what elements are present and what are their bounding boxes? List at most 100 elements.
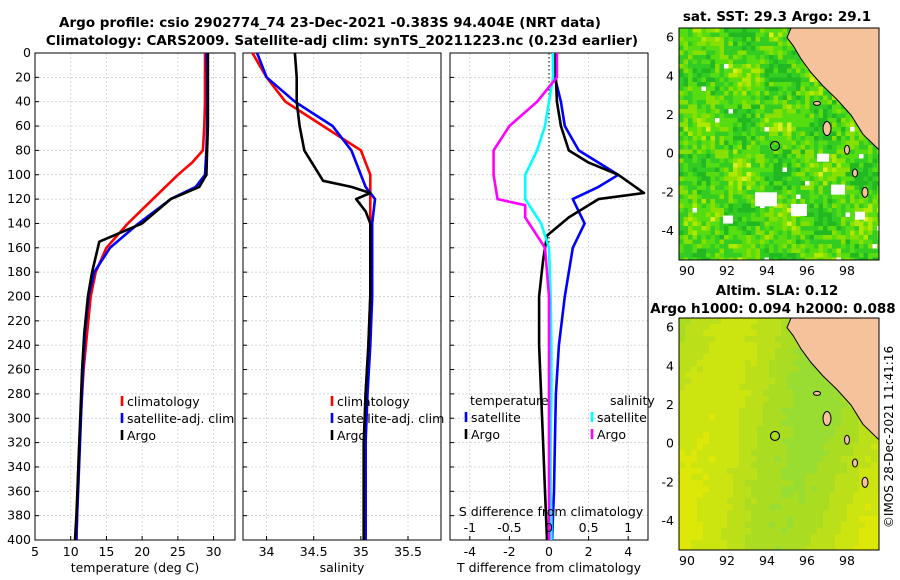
map-y-tick-label: 4 [666,358,674,373]
map-cell [791,248,797,254]
map-cell [836,145,842,150]
map-cell [751,149,756,155]
map-cell [782,212,788,218]
map-cell [778,127,783,132]
map-cell [715,104,720,110]
map-cell [724,46,729,51]
map-cell [775,516,782,523]
map-cell [688,32,693,38]
map-cell [679,37,684,42]
map-cell [829,414,836,421]
map-cell [800,221,806,227]
map-cell [746,149,752,155]
map-cell [799,492,806,499]
map-cell [796,176,801,182]
map-cell [742,86,747,92]
map-cell [800,226,806,231]
map-cell [746,167,752,173]
map-cell [727,390,734,397]
map-cell [854,194,860,200]
map-cell [832,244,837,249]
map-cell [692,226,698,231]
x-tick-label: 0 [545,544,553,559]
map-cell [787,492,794,499]
map-cell [859,163,864,168]
map-cell [701,41,707,47]
map-cell [787,199,792,204]
map-cell [778,181,783,186]
map-cell [814,149,819,155]
map-cell [763,372,770,379]
map-cell [854,257,860,260]
map-cell [805,226,810,231]
map-cell [737,239,743,245]
map-cell [863,145,869,150]
map-cell [701,167,707,173]
legend-entry-label: satellite [471,410,521,425]
map-cell [823,203,828,209]
map-cell [755,73,761,78]
map-cell [737,163,743,168]
map-cell [751,136,756,141]
map-cell [800,68,806,74]
map-cell [827,109,833,114]
map-cell [737,158,743,164]
map-cell [854,181,860,186]
map-cell [706,149,711,155]
map-cell [817,534,824,541]
map-cell [787,486,794,493]
map-cell [683,41,689,47]
map-cell [811,432,818,439]
map-cell [850,149,855,155]
map-cell [701,131,707,137]
map-cell [835,492,842,499]
map-cell [701,136,707,141]
map-cell [863,149,869,155]
map-cell [827,100,833,105]
map-cell [800,235,806,240]
map-cell [688,235,693,240]
map-cell [814,181,819,186]
map-cell [787,235,792,240]
map-cell [827,194,833,200]
map-cell [733,118,738,123]
map-cell [800,136,806,141]
map-cell [733,360,740,367]
map-cell [778,86,783,92]
map-cell [697,118,702,123]
map-cell [692,235,698,240]
map-cell [688,109,693,114]
map-cell [809,208,815,213]
map-cell [829,528,836,535]
map-cell [679,181,684,186]
map-cell [685,498,692,505]
map-cell [763,492,770,499]
map-cell [685,330,692,337]
map-cell [733,149,738,155]
map-cell [809,212,815,218]
map-cell [760,253,765,258]
map-cell [688,172,693,177]
map-cell [719,181,725,186]
map-cell [832,145,837,150]
map-cell [769,46,774,51]
map-cell [827,154,833,159]
map-cell [877,522,879,529]
map-cell [829,426,836,433]
map-cell [703,408,710,415]
map-cell [877,462,879,469]
map-cell [703,450,710,457]
map-cell [733,158,738,164]
map-cell [827,199,833,204]
map-cell [733,498,740,505]
map-cell [728,127,734,132]
map-cell [805,217,810,222]
map-cell [787,73,792,78]
map-cell [811,414,818,421]
map-cell [688,208,693,213]
map-cell [679,86,684,92]
map-cell [715,199,720,204]
map-cell [809,158,815,164]
map-cell [859,221,864,227]
map-cell [859,456,866,463]
